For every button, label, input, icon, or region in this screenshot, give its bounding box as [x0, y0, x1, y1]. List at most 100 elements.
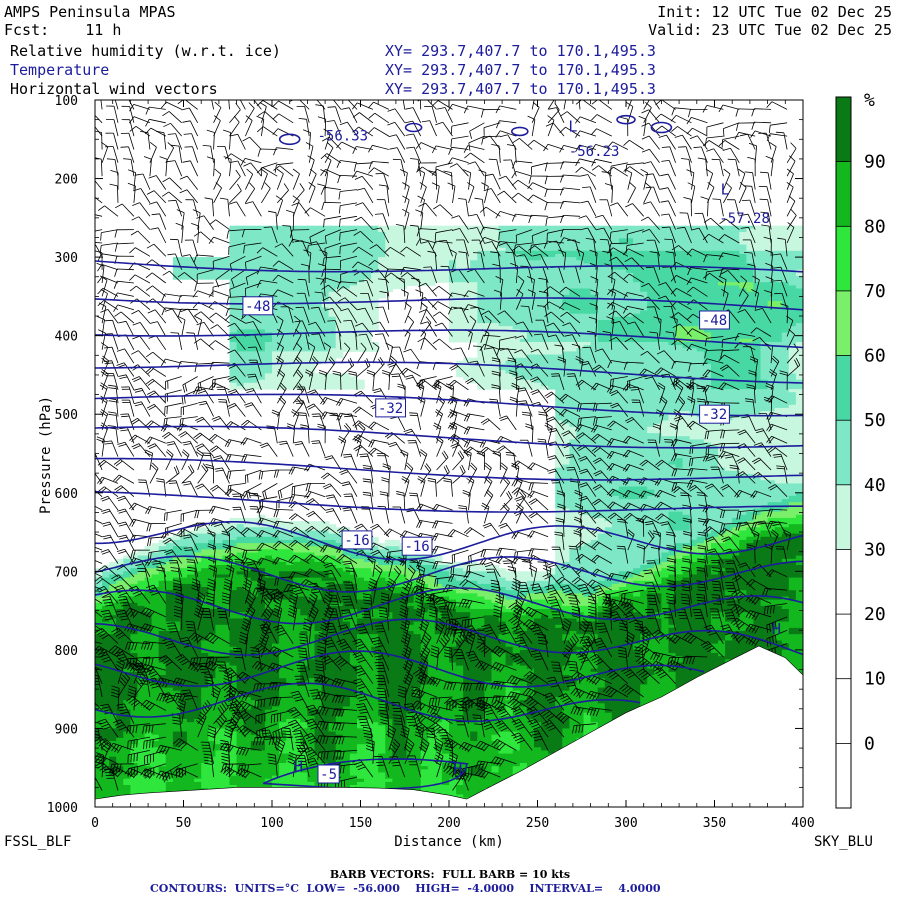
rh-cell: [229, 316, 238, 321]
rh-cell: [257, 291, 266, 296]
rh-cell: [229, 269, 238, 274]
rh-cell: [307, 649, 316, 654]
rh-cell: [307, 335, 316, 340]
rh-cell: [357, 706, 365, 711]
rh-cell: [385, 769, 393, 773]
rh-cell: [257, 549, 266, 553]
rh-cell: [378, 668, 386, 673]
rh-cell: [385, 731, 393, 736]
rh-cell: [222, 533, 231, 538]
rh-cell: [321, 671, 330, 676]
rh-cell: [201, 568, 209, 572]
rh-cell: [300, 640, 308, 645]
rh-cell: [286, 294, 294, 299]
rh-cell: [102, 618, 110, 623]
rh-cell: [257, 631, 266, 635]
rh-cell: [151, 605, 160, 610]
rh-cell: [257, 609, 266, 613]
rh-cell: [187, 565, 195, 569]
rh-cell: [180, 615, 188, 619]
rh-cell: [158, 634, 167, 638]
rh-cell: [399, 709, 408, 714]
rh-cell: [236, 254, 245, 258]
rh-cell: [307, 684, 316, 689]
rh-cell: [95, 602, 103, 607]
rh-cell: [364, 235, 372, 239]
rh-cell: [257, 659, 266, 663]
rh-cell: [257, 546, 266, 550]
rh-cell: [378, 543, 386, 547]
rh-cell: [243, 715, 252, 720]
rh-cell: [293, 254, 301, 258]
rh-cell: [236, 225, 245, 230]
rh-cell: [158, 766, 167, 770]
rh-cell: [257, 373, 266, 378]
rh-cell: [201, 722, 209, 726]
rh-cell: [201, 260, 209, 264]
rh-cell: [364, 316, 372, 321]
rh-cell: [335, 257, 344, 261]
rh-cell: [215, 580, 224, 585]
rh-cell: [201, 766, 209, 770]
rh-cell: [314, 351, 323, 356]
rh-cell: [293, 338, 301, 343]
rh-cell: [300, 775, 308, 780]
rh-cell: [187, 731, 195, 736]
rh-cell: [165, 596, 174, 601]
rh-cell: [272, 232, 280, 236]
rh-cell: [293, 225, 301, 230]
rh-cell: [243, 254, 252, 258]
rh-cell: [342, 385, 351, 390]
rh-cell: [180, 741, 188, 745]
rh-cell: [229, 376, 238, 381]
rh-cell: [371, 549, 379, 553]
rh-cell: [335, 232, 344, 236]
rh-cell: [187, 747, 195, 751]
rh-cell: [264, 693, 273, 698]
rh-cell: [229, 719, 238, 723]
rh-cell: [342, 653, 351, 657]
rh-cell: [307, 568, 316, 572]
rh-cell: [385, 624, 393, 629]
rh-cell: [109, 571, 117, 575]
rh-cell: [272, 250, 280, 255]
rh-cell: [222, 690, 231, 695]
rh-cell: [102, 675, 110, 679]
rh-cell: [116, 756, 124, 761]
rh-cell: [385, 225, 393, 230]
rh-cell: [335, 719, 344, 723]
rh-cell: [215, 734, 224, 739]
rh-cell: [151, 709, 160, 714]
rh-cell: [293, 580, 301, 585]
rh-cell: [335, 298, 344, 302]
rh-cell: [314, 549, 323, 553]
rh-cell: [215, 737, 224, 742]
rh-cell: [208, 571, 216, 575]
rh-cell: [307, 266, 316, 271]
rh-cell: [95, 615, 103, 619]
rh-cell: [257, 593, 266, 597]
rh-cell: [349, 690, 358, 695]
rh-cell: [201, 750, 209, 755]
rh-cell: [307, 357, 316, 362]
rh-cell: [272, 225, 280, 230]
rh-cell: [293, 257, 301, 261]
rh-cell: [222, 700, 231, 704]
rh-cell: [272, 697, 280, 701]
rh-cell: [236, 288, 245, 293]
rh-cell: [392, 668, 401, 673]
rh-cell: [116, 725, 124, 729]
rh-cell: [194, 263, 202, 268]
rh-cell: [321, 571, 330, 575]
rh-cell: [328, 373, 337, 378]
rh-cell: [236, 587, 245, 591]
rh-cell: [250, 700, 259, 704]
rh-cell: [130, 561, 139, 566]
rh-cell: [342, 690, 351, 695]
rh-cell: [243, 759, 252, 764]
rh-cell: [293, 662, 301, 667]
rh-cell: [392, 785, 401, 789]
rh-cell: [151, 577, 160, 582]
rh-cell: [264, 772, 273, 777]
rh-cell: [158, 627, 167, 632]
